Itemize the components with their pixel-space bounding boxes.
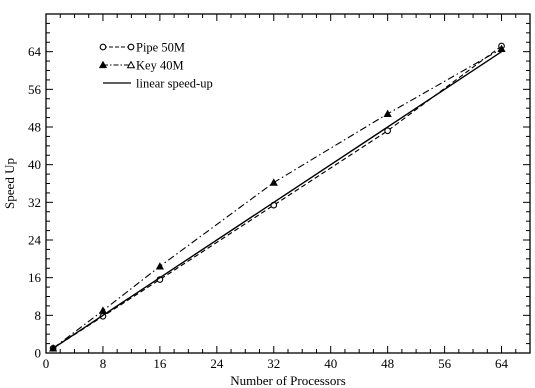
axis-ticks [45, 13, 531, 354]
series-line-key-40m [52, 48, 502, 349]
data-point-key-40m [98, 306, 108, 314]
y-tick-label: 40 [28, 157, 41, 172]
x-tick-label: 48 [381, 356, 394, 371]
legend-item-pipe-50m: Pipe 50M [99, 41, 185, 55]
x-tick-label: 16 [153, 356, 167, 371]
legend-marker-pipe-50m [99, 43, 107, 51]
series-key-40m [49, 44, 506, 352]
data-series [49, 42, 506, 352]
y-axis-title: Speed Up [2, 158, 17, 209]
legend-marker-key-40m [126, 60, 136, 69]
plot-frame [45, 13, 531, 354]
legend-label-linear-speed-up: linear speed-up [136, 77, 213, 91]
data-point-key-40m [155, 262, 164, 270]
series-linear-speed-up [52, 51, 502, 349]
data-point-key-40m [383, 109, 392, 117]
y-tick-label: 0 [35, 346, 42, 361]
x-axis-title: Number of Processors [230, 373, 346, 388]
x-tick-label: 40 [324, 356, 337, 371]
x-tick-label: 56 [438, 356, 452, 371]
x-tick-label: 64 [495, 356, 509, 371]
legend-item-linear-speed-up: linear speed-up [103, 77, 213, 91]
x-tick-label: 24 [210, 356, 224, 371]
legend-label-pipe-50m: Pipe 50M [136, 41, 185, 55]
y-tick-label: 64 [28, 44, 42, 59]
y-tick-label: 24 [28, 233, 42, 248]
series-line-pipe-50m [52, 45, 502, 349]
data-point-pipe-50m [384, 127, 391, 135]
x-tick-label: 8 [100, 356, 107, 371]
x-tick-label: 0 [43, 356, 50, 371]
y-tick-label: 16 [28, 270, 42, 285]
y-tick-label: 8 [35, 308, 42, 323]
x-tick-label: 32 [267, 356, 280, 371]
legend-marker-pipe-50m [127, 43, 135, 51]
data-point-key-40m [269, 178, 278, 186]
legend-marker-key-40m [98, 60, 108, 69]
axis-tick-labels: 0 8 16 24 32 40 48 56 64 0 8 16 24 32 40 48 56 64 [28, 44, 509, 371]
legend-item-key-40m: Key 40M [98, 59, 184, 73]
y-tick-label: 32 [28, 195, 41, 210]
y-tick-label: 56 [28, 82, 42, 97]
series-line-linear-speed-up [52, 51, 502, 349]
y-tick-label: 48 [28, 120, 41, 135]
legend: Pipe 50M Key 40M linear speed-up [98, 41, 213, 91]
legend-label-key-40m: Key 40M [136, 59, 184, 73]
